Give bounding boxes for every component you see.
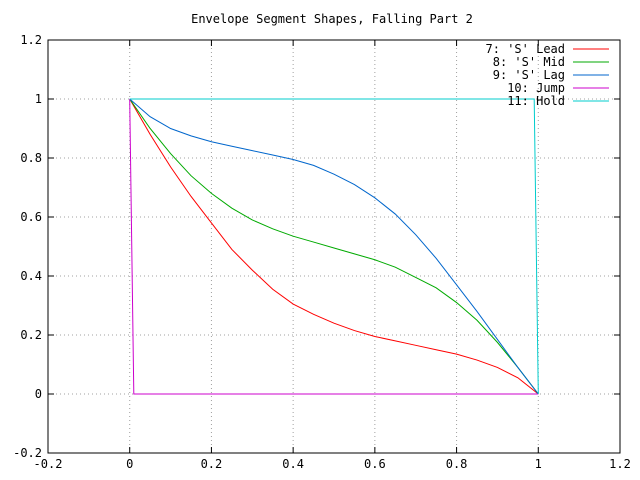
legend-label: 8: 'S' Mid — [493, 55, 565, 69]
legend-label: 10: Jump — [507, 81, 565, 95]
plot-frame — [47, 39, 621, 454]
x-tick-label: 1.2 — [609, 457, 631, 471]
legend-label: 11: Hold — [507, 94, 565, 108]
legend-label: 9: 'S' Lag — [493, 68, 565, 82]
axis-ticks: -0.2 0 0.2 0.4 0.6 0.8 1 1.2-0.200.20.40.60.811… — [13, 33, 631, 471]
series-line — [129, 98, 539, 395]
y-tick-label: -0.2 — [13, 446, 42, 460]
x-tick-label: 1 — [535, 457, 542, 471]
x-tick-label: 0 — [126, 457, 133, 471]
x-tick-label: 0.8 — [446, 457, 468, 471]
series-line — [129, 98, 539, 395]
x-tick-label: -0.2 — [34, 457, 63, 471]
series-line — [129, 98, 539, 395]
y-tick-label: 0 — [35, 387, 42, 401]
y-tick-label: 1 — [35, 92, 42, 106]
y-tick-label: 0.6 — [20, 210, 42, 224]
series-line — [129, 98, 539, 395]
y-tick-label: 0.4 — [20, 269, 42, 283]
x-tick-label: 0.4 — [282, 457, 304, 471]
y-tick-label: 1.2 — [20, 33, 42, 47]
x-tick-label: 0.2 — [201, 457, 223, 471]
chart-title: Envelope Segment Shapes, Falling Part 2 — [191, 12, 473, 26]
y-tick-label: 0.2 — [20, 328, 42, 342]
series-layer — [129, 98, 539, 395]
x-tick-label: 0.6 — [364, 457, 386, 471]
series-line — [129, 98, 539, 395]
y-tick-label: 0.8 — [20, 151, 42, 165]
legend-label: 7: 'S' Lead — [486, 42, 565, 56]
